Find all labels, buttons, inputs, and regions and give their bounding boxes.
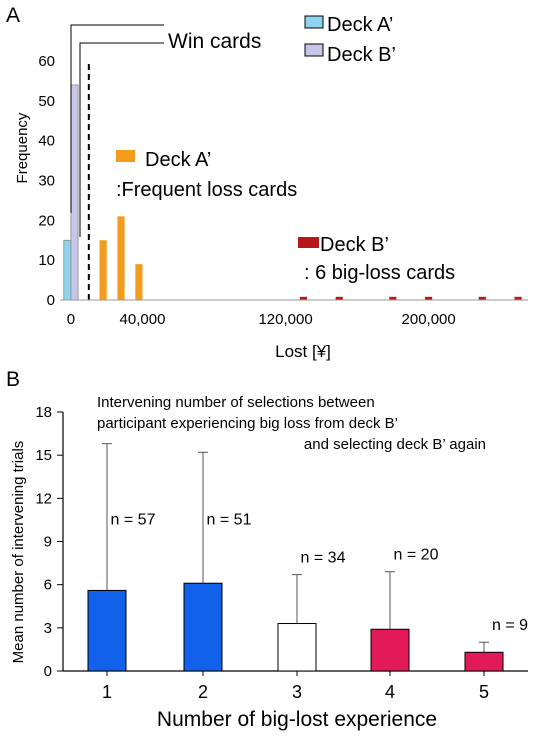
panel-b-x-tick-label: 4 (385, 682, 395, 702)
big-loss-swatch (298, 237, 319, 248)
panel-b-ylabel: Mean number of intervening trials (10, 441, 27, 664)
big-loss-title: Deck B’ (320, 234, 389, 256)
mean-bar (277, 623, 317, 672)
sample-size-label: n = 51 (207, 511, 252, 528)
histogram-bar (299, 296, 308, 300)
win-cards-label: Win cards (168, 30, 261, 53)
panel-a-x-tick-label: 40,000 (120, 311, 166, 328)
sample-size-label: n = 9 (492, 617, 528, 634)
freq-loss-subtitle: :Frequent loss cards (116, 179, 297, 201)
histogram-bar (99, 240, 107, 300)
histogram-bar (425, 296, 433, 300)
panel-b-x-tick-label: 2 (198, 682, 208, 702)
histogram-bar (63, 239, 72, 301)
freq-loss-title: Deck A’ (145, 149, 211, 171)
panel-a-y-tick-label: 40 (38, 133, 55, 150)
win-cards-callout (70, 24, 164, 237)
panel-b-x-tick-label: 3 (292, 682, 302, 702)
freq-loss-swatch (116, 150, 135, 162)
panel-b-y-tick-label: 3 (44, 620, 52, 637)
histogram-bar (514, 296, 522, 300)
panel-a-y-tick-label: 20 (38, 212, 55, 229)
panel-a-x-tick-label: 120,000 (258, 311, 312, 328)
legend: Deck A’ Deck B’ (304, 14, 396, 66)
mean-bar (183, 582, 223, 672)
panel-a-y-ticks: 0 10 20 30 40 50 60 (38, 53, 55, 309)
panel-b-y-tick-label: 15 (35, 447, 52, 464)
panel-b-title-line-2: participant experiencing big loss from d… (97, 415, 398, 432)
histogram-bar (135, 264, 143, 300)
panel-b: B Intervening number of selections betwe… (6, 368, 528, 731)
big-loss-subtitle: : 6 big-loss cards (304, 262, 455, 284)
panel-a-ylabel: Frequency (14, 112, 31, 183)
sample-size-label: n = 20 (394, 547, 439, 564)
histogram-bar (117, 216, 125, 300)
panel-a-y-tick-label: 0 (47, 292, 55, 309)
histogram-bar (478, 296, 486, 300)
histogram-bar (389, 296, 397, 300)
panel-b-xlabel: Number of big-lost experience (157, 708, 437, 731)
sample-size-label: n = 57 (111, 511, 156, 528)
panel-a-y-tick-label: 10 (38, 252, 55, 269)
panel-b-label: B (6, 368, 20, 391)
panel-b-bars: 1 n = 57 2 n = 51 3 n = 34 4 n = 20 5 n = 9 (87, 443, 528, 702)
panel-b-y-tick-label: 12 (35, 490, 52, 507)
panel-b-title-line-3: and selecting deck B’ again (304, 436, 486, 453)
legend-label-deck-b: Deck B’ (327, 44, 396, 66)
panel-b-y-tick-label: 9 (44, 534, 52, 551)
panel-b-x-tick-label: 5 (479, 682, 489, 702)
mean-bar (464, 651, 504, 672)
legend-swatch-deck-a (304, 15, 324, 29)
mean-bar (370, 628, 410, 672)
panel-b-title-line-1: Intervening number of selections between (97, 394, 375, 411)
panel-b-y-ticks: 0 3 6 9 12 15 18 (35, 404, 63, 680)
panel-a-label: A (6, 4, 20, 27)
legend-swatch-deck-b (304, 43, 324, 57)
histogram-bar (70, 84, 79, 301)
panel-b-title: Intervening number of selections between… (97, 394, 486, 453)
panel-b-y-tick-label: 18 (35, 404, 52, 421)
histogram-bar (335, 296, 343, 300)
panel-a-y-tick-label: 60 (38, 53, 55, 70)
panel-a-y-tick-label: 30 (38, 173, 55, 190)
panel-a: A Frequency 0 10 20 30 40 50 60 0 40,000 120,000… (6, 4, 528, 361)
legend-label-deck-a: Deck A’ (327, 14, 393, 36)
panel-a-x-tick-label: 200,000 (402, 311, 456, 328)
panel-b-y-tick-label: 6 (44, 577, 52, 594)
panel-a-y-tick-label: 50 (38, 93, 55, 110)
panel-a-x-tick-label: 0 (67, 311, 75, 328)
sample-size-label: n = 34 (301, 550, 346, 567)
mean-bar (87, 589, 127, 672)
panel-b-y-tick-label: 0 (44, 663, 52, 680)
panel-a-xlabel: Lost [¥] (275, 342, 331, 361)
panel-b-x-tick-label: 1 (102, 682, 112, 702)
panel-a-x-ticks: 0 40,000 120,000 200,000 (67, 311, 456, 328)
